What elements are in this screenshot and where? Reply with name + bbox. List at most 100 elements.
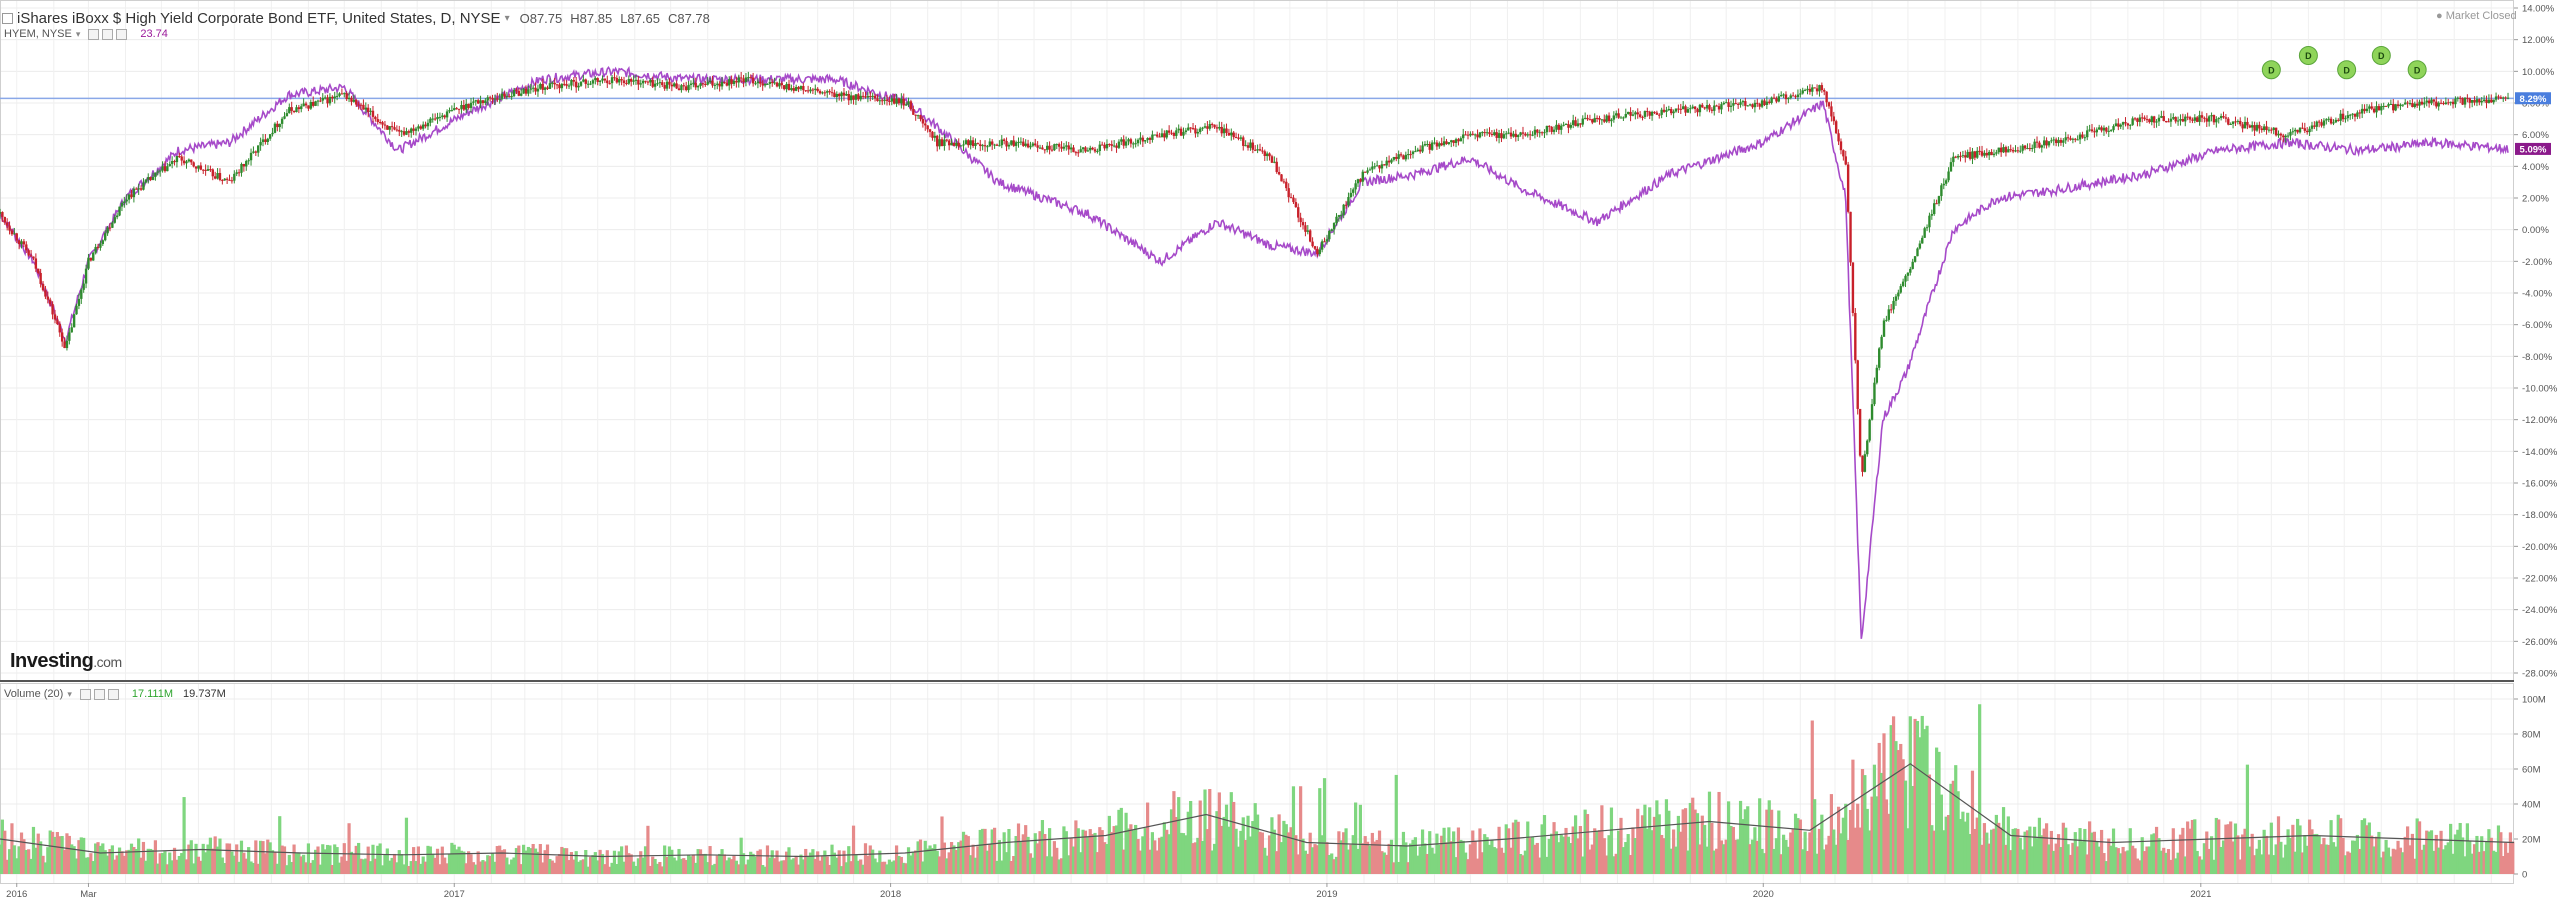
volume-bar — [1146, 802, 1150, 874]
candle-body — [1648, 111, 1651, 116]
volume-bar — [0, 819, 4, 874]
candle-body — [438, 116, 442, 118]
symbol-square-icon[interactable] — [2, 12, 13, 24]
volume-bar — [2037, 817, 2042, 874]
candle-body — [1550, 126, 1553, 132]
volume-bar — [1507, 828, 1511, 874]
candle-body — [436, 116, 439, 120]
candle-body — [60, 332, 64, 342]
volume-bar — [321, 844, 325, 874]
candle-body — [546, 87, 549, 89]
volume-label[interactable]: Volume (20) — [4, 688, 64, 700]
volume-bar — [1334, 856, 1339, 874]
candle-body — [2372, 108, 2376, 113]
candle-body — [639, 83, 642, 85]
close-icon[interactable] — [107, 688, 119, 700]
volume-bar — [2229, 821, 2233, 874]
instrument-title[interactable]: iShares iBoxx $ High Yield Corporate Bon… — [17, 9, 501, 27]
settings-icon[interactable] — [88, 28, 100, 40]
candle-body — [65, 340, 69, 349]
candle-body — [237, 172, 241, 174]
candle-body — [1093, 149, 1097, 152]
eye-icon[interactable] — [102, 28, 114, 40]
candle-body — [2152, 116, 2156, 123]
volume-bar — [593, 852, 597, 874]
candle-body — [962, 144, 965, 146]
candle-body — [1617, 113, 1620, 118]
candle-body — [2200, 115, 2204, 118]
candle-body — [316, 100, 320, 102]
candle-body — [1708, 105, 1711, 110]
volume-bar — [2303, 835, 2307, 874]
candle-body — [2346, 115, 2350, 119]
last-value-label: 5.09% — [2520, 144, 2547, 155]
volume-bar — [1181, 833, 1186, 874]
volume-bar — [125, 850, 129, 874]
volume-bar — [576, 861, 581, 874]
compare-symbol-label[interactable]: HYEM, NYSE — [4, 28, 72, 40]
candle-body — [1232, 132, 1235, 138]
candle-body — [1705, 105, 1709, 109]
candle-body — [775, 82, 779, 87]
volume-bar — [875, 862, 880, 874]
volume-bar — [443, 857, 447, 874]
volume-bar — [129, 843, 134, 874]
candle-body — [326, 97, 329, 104]
candle-body — [2485, 99, 2488, 103]
volume-bar — [2143, 851, 2147, 874]
volume-bar — [2174, 858, 2178, 874]
candle-body — [1208, 124, 1211, 129]
volume-bar — [2202, 843, 2206, 874]
chevron-down-icon[interactable]: ▾ — [67, 688, 72, 699]
close-icon[interactable] — [116, 28, 128, 40]
candle-body — [2504, 97, 2507, 99]
volume-bar — [2372, 846, 2376, 874]
candle-body — [393, 127, 396, 130]
volume-bar — [1100, 830, 1104, 874]
volume-bar — [165, 864, 169, 874]
candle-body — [1983, 152, 1986, 156]
volume-bar — [1944, 816, 1948, 874]
volume-bar — [1461, 840, 1465, 874]
chevron-down-icon[interactable]: ▾ — [504, 12, 510, 24]
candle-body — [1760, 100, 1764, 107]
volume-bar — [1918, 737, 1922, 874]
candle-body — [586, 83, 590, 85]
volume-bar — [586, 866, 590, 874]
volume-bar — [1122, 849, 1126, 874]
settings-icon[interactable] — [79, 688, 91, 700]
eye-icon[interactable] — [93, 688, 105, 700]
volume-bar — [368, 861, 373, 874]
candle-body — [979, 144, 982, 147]
volume-bar — [2198, 856, 2202, 874]
volume-bar — [808, 852, 813, 874]
volume-bar — [768, 857, 772, 874]
volume-bar — [1071, 846, 1076, 874]
volume-bar — [1193, 842, 1198, 874]
candle-body — [72, 314, 76, 328]
chevron-down-icon[interactable]: ▾ — [75, 28, 81, 39]
candle-body — [730, 79, 733, 84]
candle-body — [1285, 181, 1288, 189]
volume-bar — [1306, 853, 1310, 874]
volume-bar — [914, 850, 918, 874]
candle-body — [1218, 126, 1221, 129]
volume-bar — [1267, 835, 1272, 874]
candle-body — [1500, 133, 1503, 139]
volume-bar — [1870, 796, 1874, 874]
candle-body — [1775, 98, 1778, 102]
volume-bar — [1748, 844, 1752, 874]
volume-bar — [2186, 821, 2190, 874]
candle-body — [139, 188, 143, 190]
volume-bar — [242, 852, 246, 874]
volume-bar — [1279, 842, 1284, 874]
candle-body — [268, 134, 272, 139]
volume-bar — [1143, 828, 1147, 874]
volume-bar — [1848, 809, 1853, 874]
candle-body — [1858, 408, 1862, 456]
candle-body — [469, 102, 473, 108]
volume-bar — [842, 850, 846, 874]
volume-bar — [1937, 751, 1941, 874]
